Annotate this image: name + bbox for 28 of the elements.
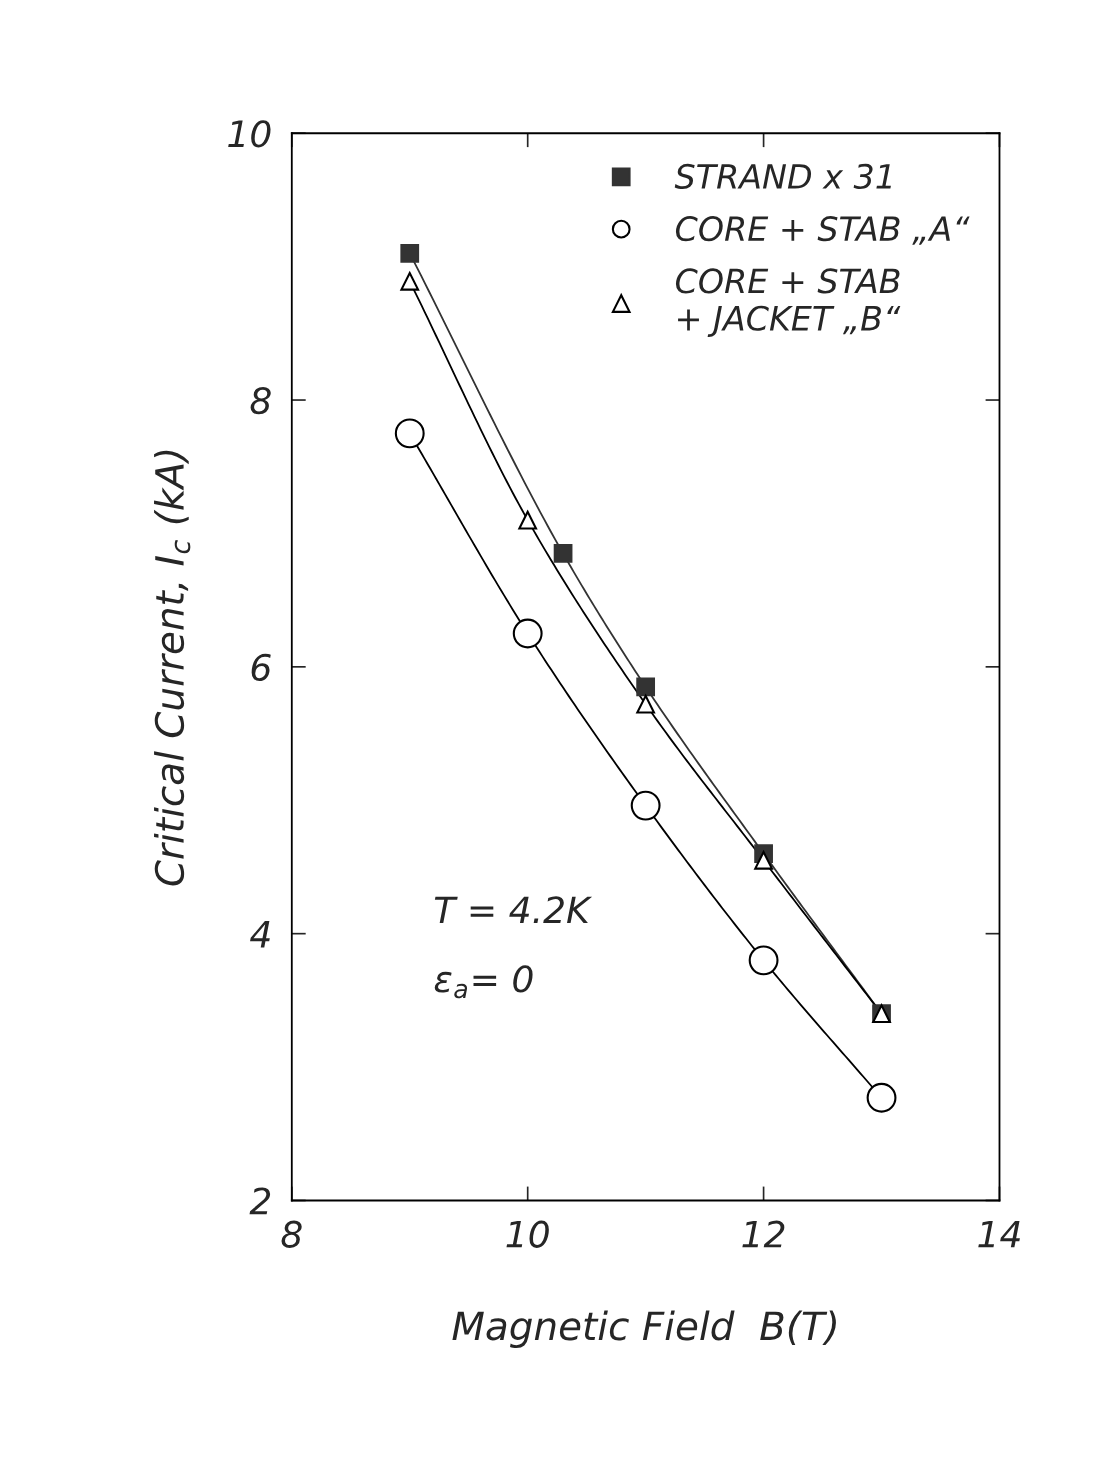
point	[636, 677, 656, 697]
point	[512, 618, 543, 649]
legend-label: STRAND x 31	[674, 163, 891, 190]
point	[400, 243, 420, 263]
point	[400, 271, 420, 291]
y-tick-label: 4	[250, 921, 270, 948]
y-tick-label: 8	[250, 386, 271, 415]
x-tick-label: 12	[742, 1220, 785, 1248]
y-tick-label: 10	[228, 120, 271, 148]
point	[630, 790, 661, 821]
y-tick-label: 2	[249, 1187, 271, 1215]
y-axis-title: Critical Current, I$_{c}$ (kA)	[154, 450, 191, 886]
y-tick-label: 6	[251, 653, 271, 682]
point	[748, 945, 779, 976]
x-axis-title: Magnetic Field B(T)	[452, 1310, 836, 1349]
annotation: T = 4.2K	[434, 896, 593, 923]
point	[518, 510, 538, 530]
x-tick-label: 14	[978, 1221, 1020, 1248]
legend-label: CORE + STAB „A“	[675, 216, 970, 245]
point	[394, 418, 425, 449]
legend-label: CORE + STAB + JACKET „B“	[675, 268, 901, 338]
annotation: ε$_{a}$= 0	[434, 965, 533, 999]
point	[866, 1082, 897, 1113]
point	[636, 694, 656, 714]
point	[754, 850, 773, 870]
x-tick-label: 10	[506, 1220, 549, 1248]
x-tick-label: 8	[281, 1220, 302, 1248]
point	[553, 544, 573, 563]
